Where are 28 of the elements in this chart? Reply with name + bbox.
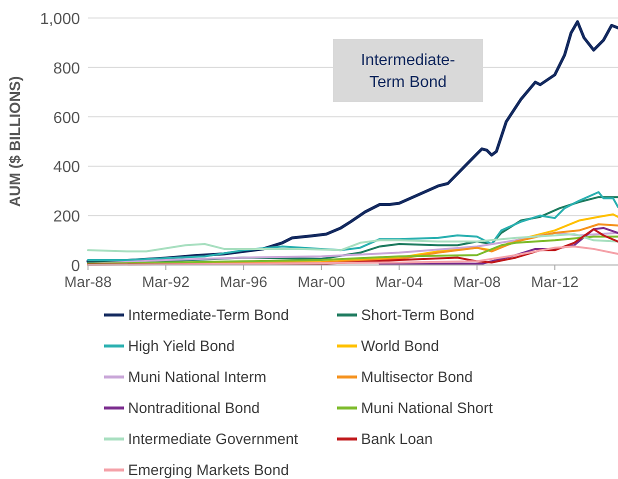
x-tick-label: Mar-12 — [531, 274, 579, 291]
x-tick-label: Mar-88 — [64, 274, 112, 291]
y-tick-label: 200 — [53, 208, 80, 226]
legend-label: High Yield Bond — [128, 338, 235, 355]
x-tick-label: Mar-92 — [142, 274, 190, 291]
line-series — [378, 226, 618, 265]
y-tick-label: 0 — [71, 258, 80, 275]
y-axis-title: AUM ($ BILLIONS) — [7, 76, 24, 207]
y-tick-label: 800 — [53, 60, 80, 78]
y-tick-label: 1,000 — [40, 11, 80, 28]
annotation: Intermediate-Term Bond — [360, 52, 456, 91]
y-tick-label: 400 — [53, 159, 80, 176]
legend-label: Muni National Short — [361, 400, 494, 417]
legend-label: Muni National Interm — [128, 369, 266, 386]
x-tick-label: Mar-04 — [375, 274, 423, 291]
x-tick-label: Mar-08 — [453, 274, 501, 291]
y-tick-label: 600 — [53, 110, 80, 127]
legend-label: Short-Term Bond — [361, 307, 474, 324]
legend-label: World Bond — [361, 338, 440, 355]
x-tick-label: Mar-96 — [220, 274, 268, 291]
legend-label: Emerging Markets Bond — [128, 462, 289, 479]
legend-label: Bank Loan — [361, 431, 433, 448]
x-tick-label: Mar-00 — [298, 274, 346, 291]
line-series — [87, 233, 618, 252]
legend-label: Multisector Bond — [361, 369, 473, 386]
legend-label: Nontraditional Bond — [128, 400, 260, 417]
legend-label: Intermediate Government — [128, 431, 299, 448]
legend-label: Intermediate-Term Bond — [128, 307, 289, 324]
